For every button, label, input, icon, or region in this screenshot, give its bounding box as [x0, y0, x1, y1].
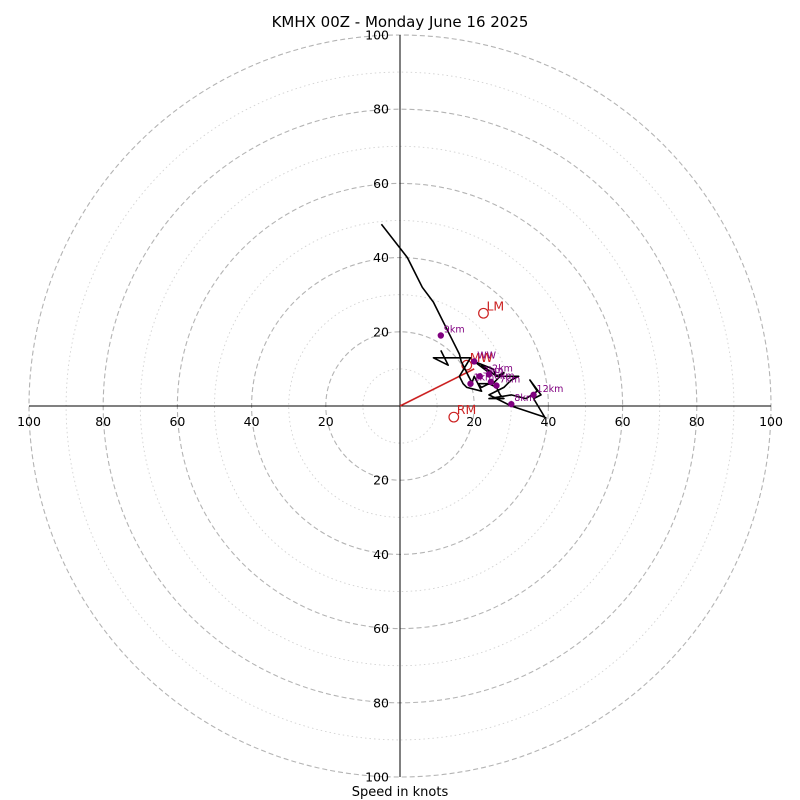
y-tick-label: 20 [373, 473, 389, 488]
x-tick-label: 20 [466, 414, 482, 429]
height-marker-label-9km: 9km [444, 325, 465, 336]
y-tick-label: 40 [373, 250, 389, 265]
height-marker-label-ww: WW [477, 350, 496, 361]
height-marker-ww [471, 358, 478, 365]
height-marker-12km [530, 391, 537, 399]
height-marker-label-3km: 3km [483, 365, 504, 376]
height-marker-7km [493, 382, 500, 389]
height-marker-3km [476, 373, 483, 380]
height-marker-1km [467, 380, 474, 387]
y-tick-label: 60 [373, 176, 389, 191]
y-tick-label: 80 [373, 695, 389, 710]
height-marker-label-12km: 12km [537, 384, 564, 395]
storm-motion-label-lm: LM [486, 298, 504, 313]
x-tick-label: 20 [318, 414, 334, 429]
height-marker-9km [437, 332, 445, 339]
x-tick-label: 40 [244, 414, 260, 429]
y-tick-label: 100 [365, 770, 389, 785]
axis-tick-labels: 100 80 60 40 20 20 40 60 80 100100806040202040608… [17, 28, 783, 785]
hodograph-trace [380, 223, 546, 418]
x-tick-label: 60 [615, 414, 631, 429]
y-tick-label: 100 [365, 28, 389, 43]
hodograph-line [380, 223, 546, 418]
y-tick-label: 40 [373, 547, 389, 562]
y-tick-label: 20 [373, 324, 389, 339]
x-tick-label: 60 [169, 414, 185, 429]
y-tick-label: 60 [373, 621, 389, 636]
height-marker-8km [508, 400, 515, 408]
height-marker-label-8km: 8km [514, 393, 535, 404]
x-tick-label: 80 [689, 414, 705, 429]
storm-motion-point-lm [478, 307, 489, 319]
y-tick-label: 80 [373, 102, 389, 117]
x-tick-label: 100 [759, 414, 783, 429]
x-tick-label: 80 [95, 414, 111, 429]
x-tick-label: 100 [17, 414, 41, 429]
chart-title: KMHX 00Z - Monday June 16 2025 [272, 13, 529, 31]
height-marker-label-6km: 6km [494, 371, 515, 382]
height-marker-label-1km: 1km [473, 373, 494, 384]
storm-motion-vector [399, 368, 475, 407]
storm-motion-label-rm: RM [457, 402, 476, 417]
height-marker-label-7km: 7km [499, 375, 520, 386]
storm-motion-point-rm [448, 411, 460, 423]
height-marker-label-2km: 2km [492, 363, 513, 374]
storm-motion-point-mw [461, 359, 473, 371]
x-axis-label: Speed in knots [352, 785, 449, 800]
height-marker-2km [485, 371, 493, 378]
height-marker-6km [487, 378, 495, 386]
